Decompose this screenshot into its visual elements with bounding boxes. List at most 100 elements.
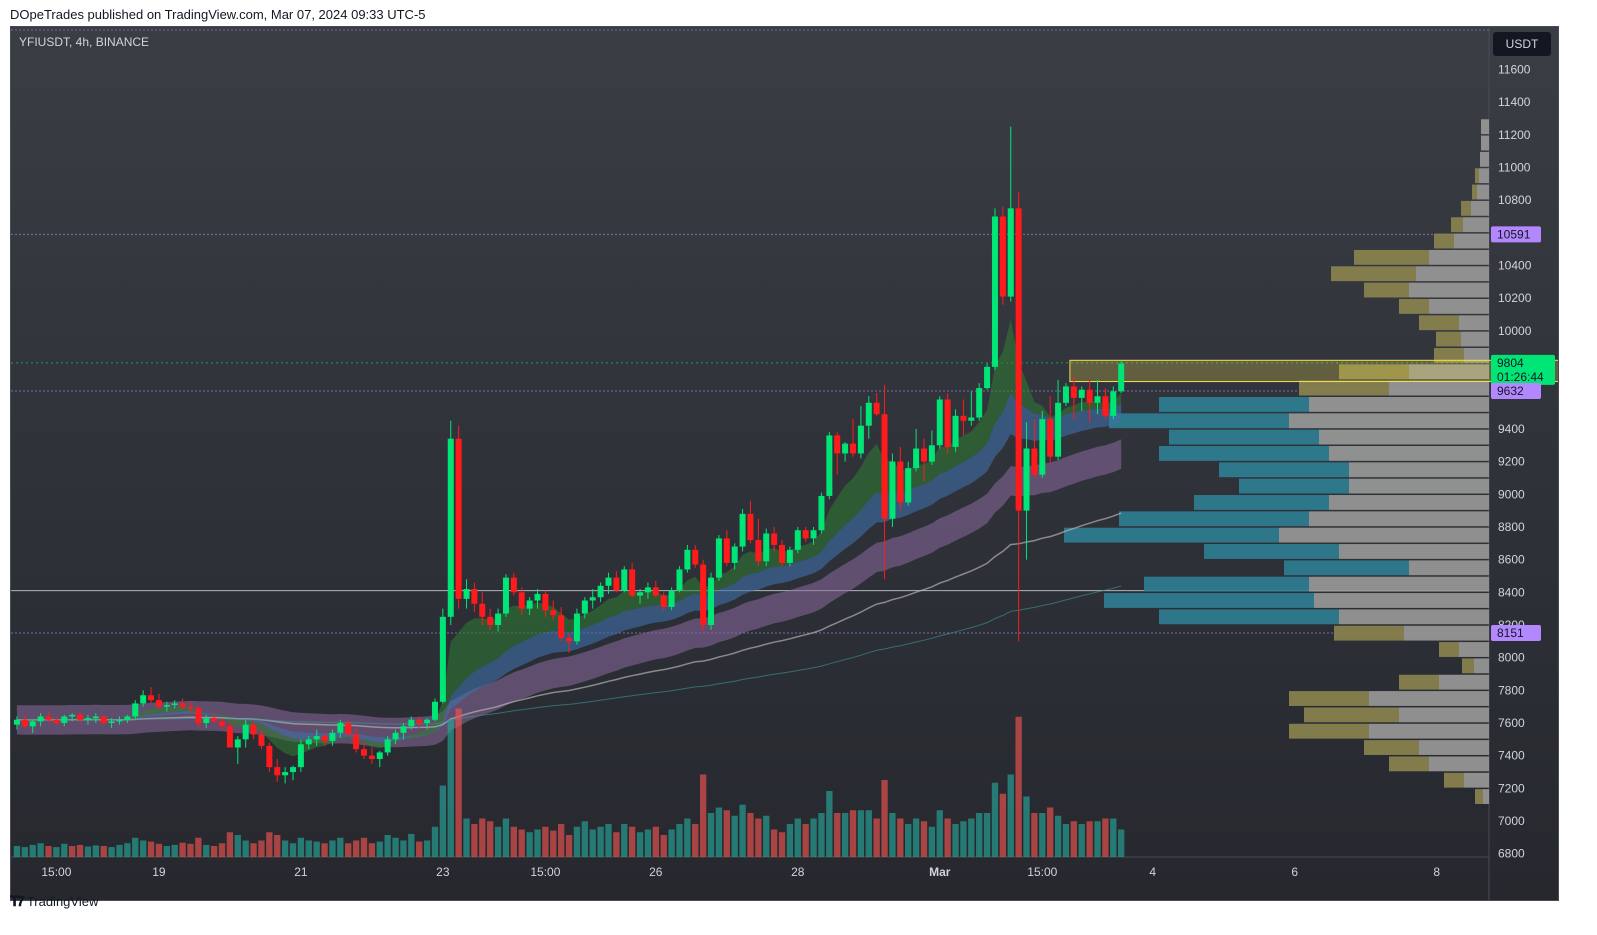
volume-bar [834, 813, 841, 857]
volume-bar [621, 824, 628, 857]
candle-body [708, 577, 715, 625]
volume-bar [313, 841, 320, 857]
candle-body [960, 415, 967, 421]
volume-bar [526, 832, 533, 857]
candle-body [463, 589, 470, 599]
candle-body [913, 448, 920, 469]
volume-bar [1118, 829, 1125, 857]
candle-body [313, 736, 320, 740]
symbol-legend[interactable]: YFIUSDT, 4h, BINANCE [19, 35, 150, 49]
time-tick-label: 8 [1433, 865, 1440, 879]
volume-profile-bar [1339, 544, 1489, 559]
volume-bar [1094, 821, 1101, 857]
volume-profile-bar [1279, 527, 1489, 543]
volume-profile-bar [1309, 511, 1489, 527]
level-price-badge [1491, 383, 1541, 400]
candle-body [353, 734, 360, 750]
volume-bar [983, 813, 991, 857]
candle-body [439, 616, 446, 702]
chart-canvas[interactable]: 11600 11400 11200 11000 10800 10400 10200 10000… [11, 27, 1559, 901]
candle-body [13, 719, 20, 725]
volume-profile-bar [1479, 168, 1489, 184]
chart-pane[interactable]: 11600 11400 11200 11000 10800 10400 10200 10000… [10, 26, 1559, 901]
candle-body [897, 461, 904, 503]
candle-body [747, 513, 754, 541]
ma-ribbon-green [16, 319, 1122, 757]
candle-body [857, 425, 864, 454]
footer-brand: 𝐓𝟕 TradingView [10, 893, 98, 910]
volume-bar [1054, 815, 1062, 857]
volume-bar [1047, 807, 1054, 857]
volume-bar [487, 821, 494, 857]
published-header: DOpeTrades published on TradingView.com,… [10, 7, 426, 22]
candle-body [1118, 363, 1125, 392]
volume-profile-bar [1389, 756, 1429, 772]
supply-zone-box [1069, 359, 1558, 383]
volume-bar [1031, 813, 1038, 857]
candle-body [597, 585, 604, 598]
candle-body [69, 714, 76, 717]
volume-profile-bar [1369, 691, 1489, 706]
candle-body [920, 448, 927, 462]
volume-bar [45, 846, 52, 857]
candle-body [1015, 208, 1022, 511]
volume-profile-bar [1309, 576, 1489, 592]
volume-bar [676, 824, 683, 857]
candle-body [45, 716, 52, 720]
candle-body [274, 767, 281, 776]
level-price-badge [1491, 226, 1541, 243]
volume-bar [920, 821, 928, 857]
candle-body [786, 549, 793, 563]
volume-bar [203, 844, 210, 857]
volume-profile-bar [1481, 135, 1489, 151]
candle-body [392, 732, 399, 740]
volume-bar [542, 826, 549, 857]
volume-bar [692, 824, 699, 857]
price-tick-label: 9400 [1498, 422, 1525, 436]
volume-bar [352, 840, 360, 857]
currency-button[interactable]: USDT [1493, 32, 1551, 56]
candle-body [692, 549, 699, 565]
volume-profile-bar [1419, 315, 1459, 331]
volume-profile-bar [1104, 593, 1314, 608]
volume-profile-bar [1429, 249, 1489, 265]
volume-profile-bar [1364, 282, 1409, 298]
candle-body [723, 538, 730, 563]
volume-profile-bar [1429, 298, 1489, 314]
candle-body [61, 716, 68, 724]
candle-body [250, 724, 257, 735]
volume-bar [510, 826, 517, 857]
candle-body [258, 734, 265, 746]
candle-body [1039, 419, 1046, 475]
candle-body [881, 414, 888, 519]
volume-profile-bar [1289, 723, 1369, 739]
volume-profile-bar [1419, 740, 1489, 755]
volume-bar [1078, 824, 1085, 857]
candle-body [581, 600, 588, 614]
candle-body [850, 443, 856, 454]
candle-body [534, 593, 541, 601]
volume-bar [92, 845, 99, 857]
candle-body [755, 540, 762, 562]
volume-bar [889, 813, 896, 857]
volume-bar [613, 832, 620, 857]
candle-body [1023, 448, 1030, 511]
volume-bar [770, 829, 778, 857]
volume-bar [29, 844, 36, 857]
volume-profile-bar [1483, 789, 1489, 804]
candle-body [337, 723, 344, 733]
volume-profile-bar [1399, 707, 1489, 723]
candle-body [605, 577, 612, 586]
volume-bar [376, 841, 383, 857]
volume-bar [873, 818, 880, 857]
candle-body [368, 755, 375, 759]
candle-body [644, 587, 651, 593]
volume-bar [778, 832, 786, 857]
candle-body [132, 703, 139, 717]
candle-body [29, 721, 36, 727]
volume-profile-bar [1454, 233, 1489, 249]
volume-profile-bar [1463, 217, 1489, 233]
price-tick-label: 10200 [1498, 291, 1532, 305]
volume-bar [944, 818, 951, 857]
volume-bar [928, 826, 936, 857]
